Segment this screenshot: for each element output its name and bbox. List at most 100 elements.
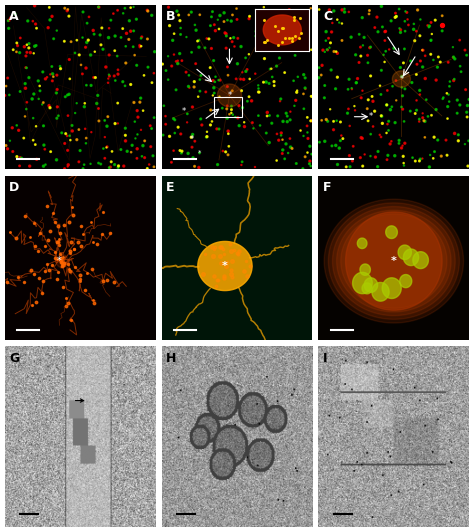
Polygon shape (382, 278, 401, 298)
Point (439, 93, 447, 102)
Point (31, 2, 38, 10)
Point (133, 61, 140, 70)
Point (444, 114, 451, 123)
Point (205, 35, 213, 43)
Point (273, 130, 281, 138)
Point (40, 122, 47, 130)
Point (421, 133, 428, 142)
Point (128, 148, 135, 156)
Point (82, 43, 90, 52)
Point (43, 73, 51, 81)
Point (378, 66, 385, 74)
Point (323, 45, 331, 54)
Point (303, 122, 311, 130)
Point (392, 119, 399, 127)
Point (429, 154, 437, 163)
Point (7, 14, 14, 22)
Point (95, 3, 102, 11)
Point (322, 36, 329, 45)
Point (255, 88, 262, 96)
Point (98, 230, 106, 239)
Point (119, 78, 127, 86)
Point (228, 105, 235, 114)
Point (58, 256, 65, 265)
Point (62, 129, 70, 138)
Point (212, 281, 219, 290)
Point (90, 298, 98, 307)
Point (455, 130, 462, 139)
Point (101, 154, 109, 162)
Point (336, 18, 343, 27)
Point (47, 147, 55, 156)
Point (455, 137, 462, 145)
Point (315, 73, 322, 82)
Point (103, 276, 111, 285)
Point (25, 73, 33, 82)
Point (388, 137, 395, 146)
Point (97, 40, 105, 49)
Point (348, 85, 356, 93)
Point (277, 95, 284, 103)
Point (290, 77, 297, 85)
Point (60, 220, 68, 229)
Point (53, 89, 60, 97)
Point (29, 114, 37, 122)
Point (401, 17, 409, 26)
Point (465, 95, 473, 104)
Point (133, 145, 141, 153)
Point (377, 132, 385, 141)
Point (220, 18, 228, 26)
Point (121, 81, 129, 90)
Point (219, 147, 227, 155)
Text: *: * (391, 256, 397, 266)
Point (380, 51, 387, 59)
Point (364, 104, 371, 113)
Point (207, 21, 214, 30)
Point (101, 133, 109, 142)
Point (430, 133, 438, 142)
Point (398, 103, 405, 111)
Point (105, 163, 113, 172)
Point (461, 140, 469, 148)
Point (188, 48, 195, 56)
Point (438, 152, 445, 160)
Point (233, 15, 241, 24)
Point (61, 164, 68, 173)
Point (134, 113, 142, 121)
Point (55, 268, 62, 276)
Point (121, 4, 128, 12)
Point (67, 37, 75, 46)
Point (266, 65, 274, 73)
Point (95, 159, 102, 168)
Point (194, 93, 202, 101)
Point (378, 2, 385, 11)
Point (225, 142, 233, 151)
Point (226, 240, 234, 248)
Point (300, 70, 308, 79)
Point (321, 81, 328, 90)
Point (451, 129, 458, 138)
Point (255, 84, 262, 93)
Point (446, 82, 453, 90)
Polygon shape (198, 242, 252, 290)
Point (77, 242, 85, 250)
Point (434, 63, 441, 71)
Point (359, 86, 366, 95)
Point (419, 154, 426, 163)
Point (228, 270, 235, 279)
Point (159, 131, 167, 139)
Point (383, 129, 390, 137)
Point (228, 102, 235, 110)
Point (133, 154, 141, 163)
Point (221, 250, 228, 259)
Point (279, 149, 286, 158)
Point (5, 24, 12, 32)
Point (191, 77, 198, 86)
Point (6, 228, 14, 236)
Point (30, 49, 37, 57)
Point (421, 74, 429, 83)
Point (87, 51, 94, 59)
Point (427, 36, 435, 45)
Point (462, 86, 469, 94)
Point (425, 23, 433, 31)
